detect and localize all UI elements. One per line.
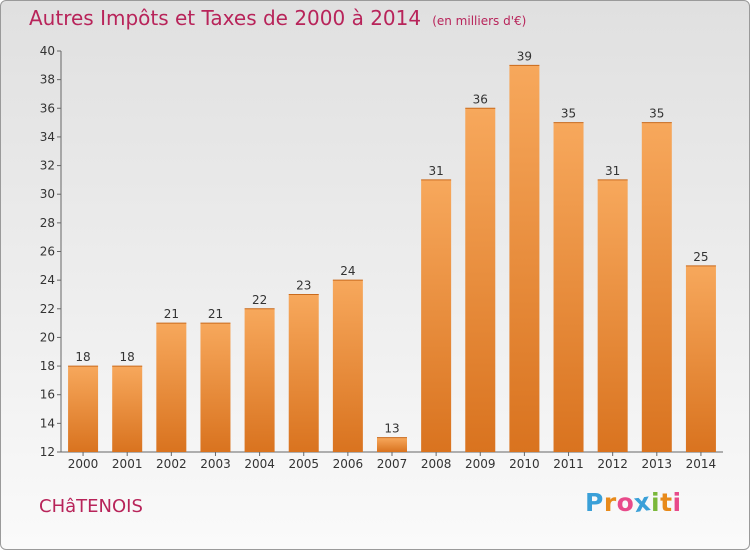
x-tick-label: 2014 [686,457,717,471]
x-tick-label: 2004 [244,457,275,471]
y-tick-label: 32 [40,159,55,173]
x-tick-label: 2006 [333,457,364,471]
bar-2001 [112,366,143,452]
x-tick-label: 2002 [156,457,187,471]
data-label: 22 [252,293,267,307]
bar-2006 [332,280,363,452]
data-label: 21 [208,307,223,321]
x-tick-label: 2005 [288,457,319,471]
data-label: 24 [340,264,355,278]
data-label: 35 [561,107,576,121]
logo-letter: x [632,486,653,519]
y-tick-label: 18 [40,359,55,373]
y-tick-label: 30 [40,187,55,201]
bar-2008 [421,179,452,452]
bar-2005 [288,294,319,452]
x-tick-label: 2011 [553,457,584,471]
logo-letter: P [585,488,604,517]
data-label: 25 [693,250,708,264]
y-tick-label: 34 [40,130,55,144]
commune-name: CHâTENOIS [39,496,143,517]
bar-2010 [509,65,540,453]
chart-title-block: Autres Impôts et Taxes de 2000 à 2014 (e… [29,6,526,30]
bar-2007 [377,437,407,452]
logo-letter: i [672,488,682,517]
bar-2004 [244,308,275,452]
y-tick-label: 40 [40,44,55,58]
y-tick-label: 22 [40,302,55,316]
y-tick-label: 14 [40,416,55,430]
data-label: 18 [120,350,135,364]
x-tick-label: 2003 [200,457,231,471]
y-tick-label: 28 [40,216,55,230]
x-tick-label: 2010 [509,457,540,471]
bar-2013 [641,122,672,452]
x-tick-label: 2000 [68,457,99,471]
x-tick-label: 2001 [112,457,143,471]
y-tick-label: 24 [40,273,55,287]
chart-title: Autres Impôts et Taxes de 2000 à 2014 [29,6,422,30]
data-label: 13 [384,422,399,436]
logo-letter: t [660,488,673,517]
x-tick-label: 2008 [421,457,452,471]
bar-2009 [465,108,496,453]
logo-letter: o [616,488,635,517]
data-label: 31 [605,164,620,178]
y-tick-label: 36 [40,101,55,115]
logo-letter: r [603,488,617,517]
x-tick-label: 2013 [642,457,673,471]
bar-2003 [200,323,231,452]
bar-2011 [553,122,584,452]
y-tick-label: 20 [40,330,55,344]
x-tick-label: 2007 [377,457,408,471]
data-label: 39 [517,49,532,63]
data-label: 18 [75,350,90,364]
bar-2002 [156,323,187,452]
bar-2012 [597,179,628,452]
chart-unit: (en milliers d'€) [432,14,527,28]
data-label: 31 [428,164,443,178]
data-label: 36 [473,92,488,106]
bar-2000 [68,366,99,452]
y-tick-label: 16 [40,388,55,402]
logo-letter: i [651,488,661,517]
y-tick-label: 26 [40,245,55,259]
data-label: 21 [164,307,179,321]
y-tick-label: 38 [40,73,55,87]
x-tick-label: 2012 [597,457,628,471]
proxiti-logo: Proxiti [585,486,682,519]
x-tick-label: 2009 [465,457,496,471]
bar-2014 [685,265,716,452]
y-tick-label: 12 [40,445,55,459]
data-label: 35 [649,107,664,121]
data-label: 23 [296,278,311,292]
